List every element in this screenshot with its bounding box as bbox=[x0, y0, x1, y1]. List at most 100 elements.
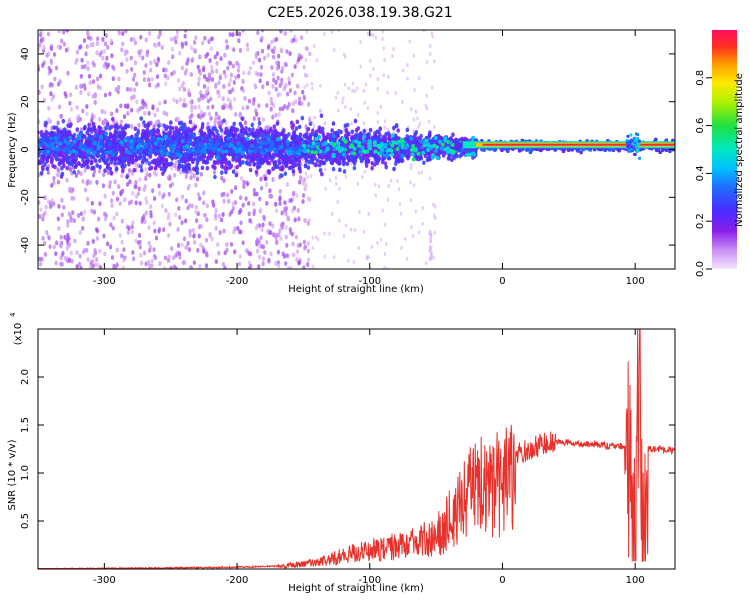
spectrogram-cell bbox=[72, 218, 76, 224]
spectrogram-cell bbox=[118, 232, 122, 238]
spectrogram-cell bbox=[170, 71, 174, 77]
spectrogram-cell bbox=[206, 98, 211, 104]
spectrogram-cell bbox=[228, 77, 233, 83]
spectrogram-cell bbox=[287, 132, 291, 137]
spectrogram-cell bbox=[209, 115, 213, 121]
spectrogram-cell bbox=[280, 210, 284, 216]
spectrogram-cell bbox=[241, 79, 245, 84]
spectrogram-cell bbox=[101, 55, 105, 61]
spectrogram-cell bbox=[178, 215, 182, 220]
spectrogram-cell bbox=[180, 83, 184, 89]
spectrogram-cell bbox=[190, 113, 194, 118]
spectrogram-cell bbox=[113, 160, 117, 166]
spectrogram-cell bbox=[342, 169, 347, 174]
spectrogram-cell bbox=[296, 83, 300, 89]
spectrogram-cell bbox=[68, 167, 73, 172]
spectrogram-cell bbox=[393, 135, 398, 140]
spectrogram-cell bbox=[79, 44, 83, 50]
spectrogram-cell bbox=[198, 196, 202, 201]
spectrogram-cell bbox=[303, 244, 308, 250]
spectrogram-cell bbox=[120, 239, 124, 245]
spectrogram-cell bbox=[78, 83, 82, 89]
spectrogram-cell bbox=[272, 77, 276, 83]
spectrogram-cell bbox=[231, 32, 235, 38]
spectrogram-cell bbox=[163, 266, 167, 269]
spectrogram-cell bbox=[211, 104, 215, 110]
spectrogram-cell bbox=[130, 107, 134, 113]
spectrogram-cell bbox=[119, 149, 123, 154]
spectrogram-cell bbox=[81, 249, 86, 255]
spectrogram-cell bbox=[154, 129, 159, 135]
spectrogram-cell bbox=[217, 120, 221, 126]
spectrogram-cell bbox=[302, 94, 306, 100]
spectrogram-cell bbox=[142, 250, 147, 256]
spectrogram-cell bbox=[182, 102, 186, 108]
spectrogram-cell bbox=[295, 119, 300, 125]
spectrogram-cell bbox=[268, 193, 272, 199]
spectrogram-cell bbox=[222, 118, 226, 123]
spectrogram-cell bbox=[330, 211, 334, 216]
spectrogram-cell bbox=[267, 258, 271, 264]
spectrogram-cell bbox=[167, 60, 171, 66]
spectrogram-cell bbox=[363, 169, 366, 174]
spectrogram-cell bbox=[298, 169, 303, 174]
spectrogram-cell bbox=[91, 263, 95, 269]
spectrogram-cell bbox=[230, 189, 234, 194]
spectrogram-cell bbox=[43, 251, 47, 257]
spectrogram-cell bbox=[39, 158, 43, 163]
spectrogram-cell bbox=[274, 36, 279, 42]
spectrogram-cell bbox=[266, 52, 270, 58]
spectrogram-cell bbox=[40, 137, 45, 142]
spectrogram-cell bbox=[275, 65, 280, 71]
spectrogram-cell bbox=[92, 172, 96, 178]
spectrogram-cell bbox=[85, 181, 89, 186]
spectrogram-cell bbox=[251, 100, 256, 106]
spectrogram-cell bbox=[342, 233, 346, 238]
spectrogram-cell bbox=[236, 225, 240, 231]
spectrogram-cell bbox=[202, 249, 206, 254]
spectrogram-cell bbox=[54, 146, 59, 151]
spectrogram-cell bbox=[140, 260, 144, 266]
spectrogram-cell bbox=[97, 153, 101, 158]
spectrogram-cell bbox=[370, 165, 374, 171]
spectrogram-cell bbox=[138, 200, 142, 206]
spectrogram-cell bbox=[172, 255, 176, 261]
spectrogram-cell bbox=[99, 73, 103, 79]
spectrogram-cell bbox=[281, 106, 285, 112]
spectrogram-cell bbox=[153, 112, 157, 118]
spectrogram-cell bbox=[180, 220, 184, 226]
spectrogram-cell bbox=[173, 173, 177, 178]
spectrogram-cell bbox=[259, 72, 263, 78]
spectrogram-cell bbox=[248, 140, 253, 146]
spectrogram-cell bbox=[383, 251, 387, 256]
spectrogram-cell bbox=[293, 158, 298, 163]
spectrogram-cell bbox=[284, 211, 288, 217]
spectrogram-cell bbox=[271, 72, 276, 77]
spectrogram-cell bbox=[237, 132, 242, 138]
spectrogram-cell bbox=[59, 135, 64, 140]
spectrogram-cell bbox=[52, 125, 56, 130]
spectrogram-cell bbox=[409, 180, 412, 185]
spectrogram-cell bbox=[183, 125, 188, 130]
spectrogram-cell bbox=[353, 228, 357, 233]
spectrogram-cell bbox=[54, 154, 59, 159]
spectrogram-cell bbox=[472, 152, 477, 157]
spectrogram-cell bbox=[53, 136, 58, 141]
spectrogram-cell bbox=[70, 188, 74, 194]
spectrogram-cell bbox=[375, 129, 380, 135]
spectrogram-cell bbox=[411, 144, 416, 149]
spectrogram-cell bbox=[222, 228, 226, 234]
spectrogram-cell bbox=[81, 178, 85, 184]
spectrogram-cell bbox=[313, 162, 317, 167]
spectrogram-cell bbox=[261, 117, 266, 122]
spectrogram-cell bbox=[370, 244, 374, 249]
spectrogram-cell bbox=[85, 248, 89, 253]
spectrogram-cell bbox=[126, 142, 131, 147]
spectrogram-cell bbox=[228, 32, 232, 37]
spectrogram-cell bbox=[174, 125, 179, 131]
spectrogram-cell bbox=[351, 88, 354, 93]
spectrogram-cell bbox=[268, 221, 272, 227]
spectrogram-cell bbox=[92, 209, 96, 215]
spectrogram-cell bbox=[365, 256, 369, 261]
spectrogram-cell bbox=[113, 179, 117, 185]
